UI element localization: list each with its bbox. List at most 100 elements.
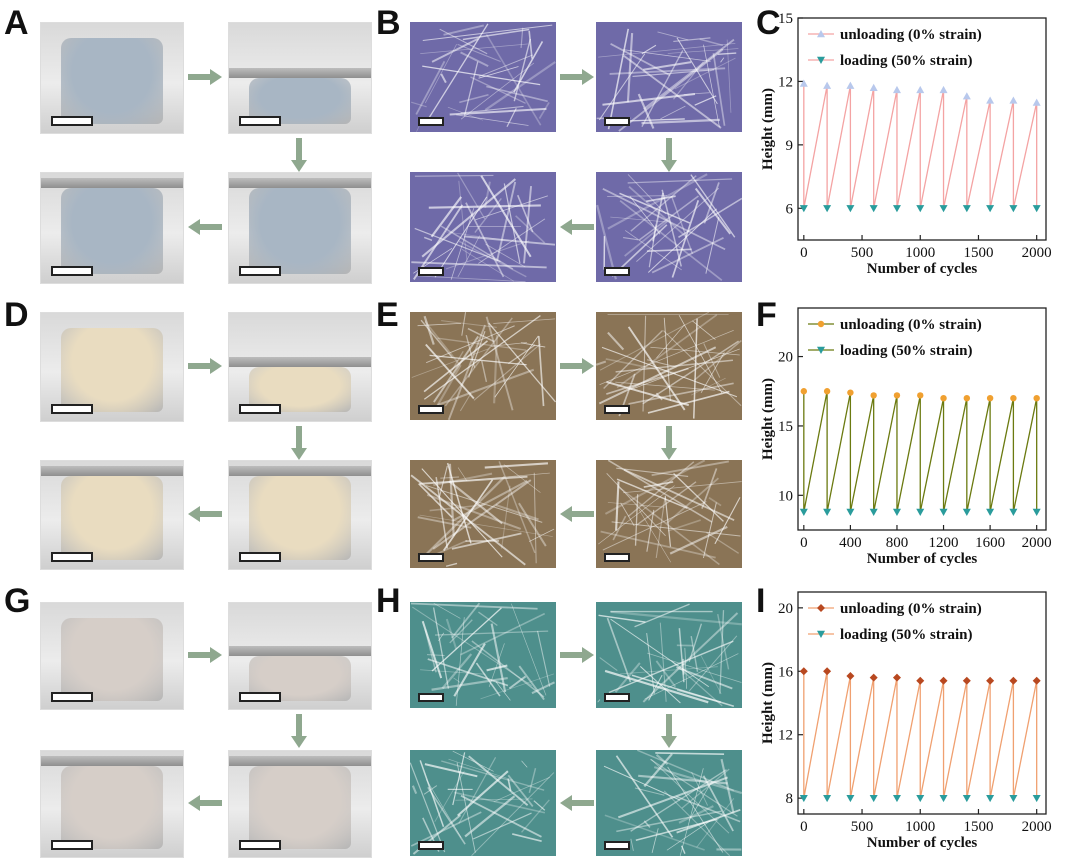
x-tick-label: 2000 (1022, 819, 1052, 835)
arrow-b-right (560, 69, 594, 85)
x-tick-label: 800 (886, 535, 909, 551)
plot-frame (797, 17, 1047, 241)
x-axis-label: Number of cycles (867, 261, 978, 277)
photo-g-released (228, 750, 372, 858)
loading-point (916, 794, 925, 803)
loading-point (799, 794, 808, 803)
unloading-point (962, 92, 971, 100)
x-tick-label: 0 (800, 245, 808, 261)
sem-b-released (596, 172, 742, 282)
unloading-point (1032, 98, 1041, 106)
scale-bar (418, 117, 444, 126)
y-tick-label: 6 (786, 201, 794, 217)
loading-point (916, 508, 925, 516)
loading-point (846, 794, 855, 803)
loading-point (1032, 794, 1041, 803)
scale-bar (239, 116, 281, 126)
sem-b-initial (410, 22, 556, 132)
arrow-g-left (188, 795, 222, 811)
arrow-g-down (291, 714, 307, 748)
y-tick-label: 16 (778, 664, 794, 680)
loading-point (846, 205, 855, 213)
photo-a-initial (40, 22, 184, 134)
loading-point (823, 794, 832, 803)
scale-bar (239, 552, 281, 562)
y-tick-label: 12 (778, 74, 793, 90)
legend-marker (817, 30, 825, 38)
legend-label: loading (50% strain) (840, 343, 973, 359)
legend-marker (817, 604, 825, 612)
unloading-point (799, 79, 808, 87)
loading-point (869, 794, 878, 803)
arrow-d-down (291, 426, 307, 460)
legend-label: loading (50% strain) (840, 53, 973, 69)
panel-letter-a: A (4, 4, 29, 42)
arrow-h-right (560, 647, 594, 663)
loading-point (869, 508, 878, 516)
loading-point (939, 794, 948, 803)
y-tick-label: 10 (778, 488, 793, 504)
sem-e-recovered (410, 460, 556, 568)
legend-label: loading (50% strain) (840, 627, 973, 643)
x-tick-label: 2000 (1022, 535, 1052, 551)
unloading-point (1009, 96, 1018, 104)
y-tick-label: 12 (778, 728, 793, 744)
unloading-point (1033, 394, 1040, 402)
scale-bar (604, 693, 630, 702)
photo-d-compressed (228, 312, 372, 422)
unloading-point (963, 394, 971, 402)
sem-h-initial (410, 602, 556, 708)
loading-point (1009, 794, 1018, 803)
loading-point (962, 205, 971, 213)
x-tick-label: 1000 (905, 245, 935, 261)
arrow-a-right (188, 69, 222, 85)
arrow-a-down (291, 138, 307, 172)
arrow-e-down (661, 426, 677, 460)
scale-bar (418, 553, 444, 562)
y-tick-label: 8 (786, 791, 794, 807)
unloading-point (892, 85, 901, 94)
scale-bar (604, 117, 630, 126)
x-tick-label: 1500 (963, 819, 993, 835)
legend-marker (817, 320, 825, 328)
unloading-point (799, 667, 808, 676)
loading-point (986, 794, 995, 803)
arrow-h-left (560, 795, 594, 811)
sem-h-released (596, 750, 742, 856)
loading-point (892, 508, 901, 516)
panel-letter-g: G (4, 582, 31, 620)
photo-g-recovered (40, 750, 184, 858)
y-axis-label: Height (mm) (760, 662, 776, 744)
loading-point (799, 205, 808, 213)
unloading-point (940, 394, 947, 402)
x-axis-label: Number of cycles (867, 551, 978, 567)
unloading-point (986, 96, 995, 104)
x-tick-label: 500 (851, 819, 874, 835)
panel-letter-e: E (376, 296, 399, 334)
arrow-d-right (188, 358, 222, 374)
arrow-h-down (661, 714, 677, 748)
unloading-point (962, 676, 971, 685)
chart-i-height-vs-cycles: 8 12 16 20 0 500 1000 1500 2000 Number of cycles H… (760, 591, 1052, 851)
unloading-point (939, 676, 948, 685)
chart-c-height-vs-cycles: 6 9 12 15 0 500 1000 1500 2000 Number of cycles He… (760, 11, 1052, 277)
unloading-point (823, 667, 832, 676)
scale-bar (239, 404, 281, 414)
scale-bar (51, 404, 93, 414)
unloading-point (893, 392, 901, 399)
legend-marker (817, 630, 825, 638)
scale-bar (239, 692, 281, 702)
legend-marker (817, 56, 825, 64)
x-tick-label: 400 (839, 535, 862, 551)
arrow-d-left (188, 506, 222, 522)
sem-h-compressed (596, 602, 742, 708)
unloading-point (869, 83, 878, 91)
loading-point (892, 205, 901, 213)
loading-point (846, 508, 855, 516)
photo-d-recovered (40, 460, 184, 570)
sem-h-recovered (410, 750, 556, 856)
x-tick-label: 1000 (905, 819, 935, 835)
scale-bar (239, 266, 281, 276)
y-axis-label: Height (mm) (760, 378, 776, 460)
scale-bar (604, 841, 630, 850)
